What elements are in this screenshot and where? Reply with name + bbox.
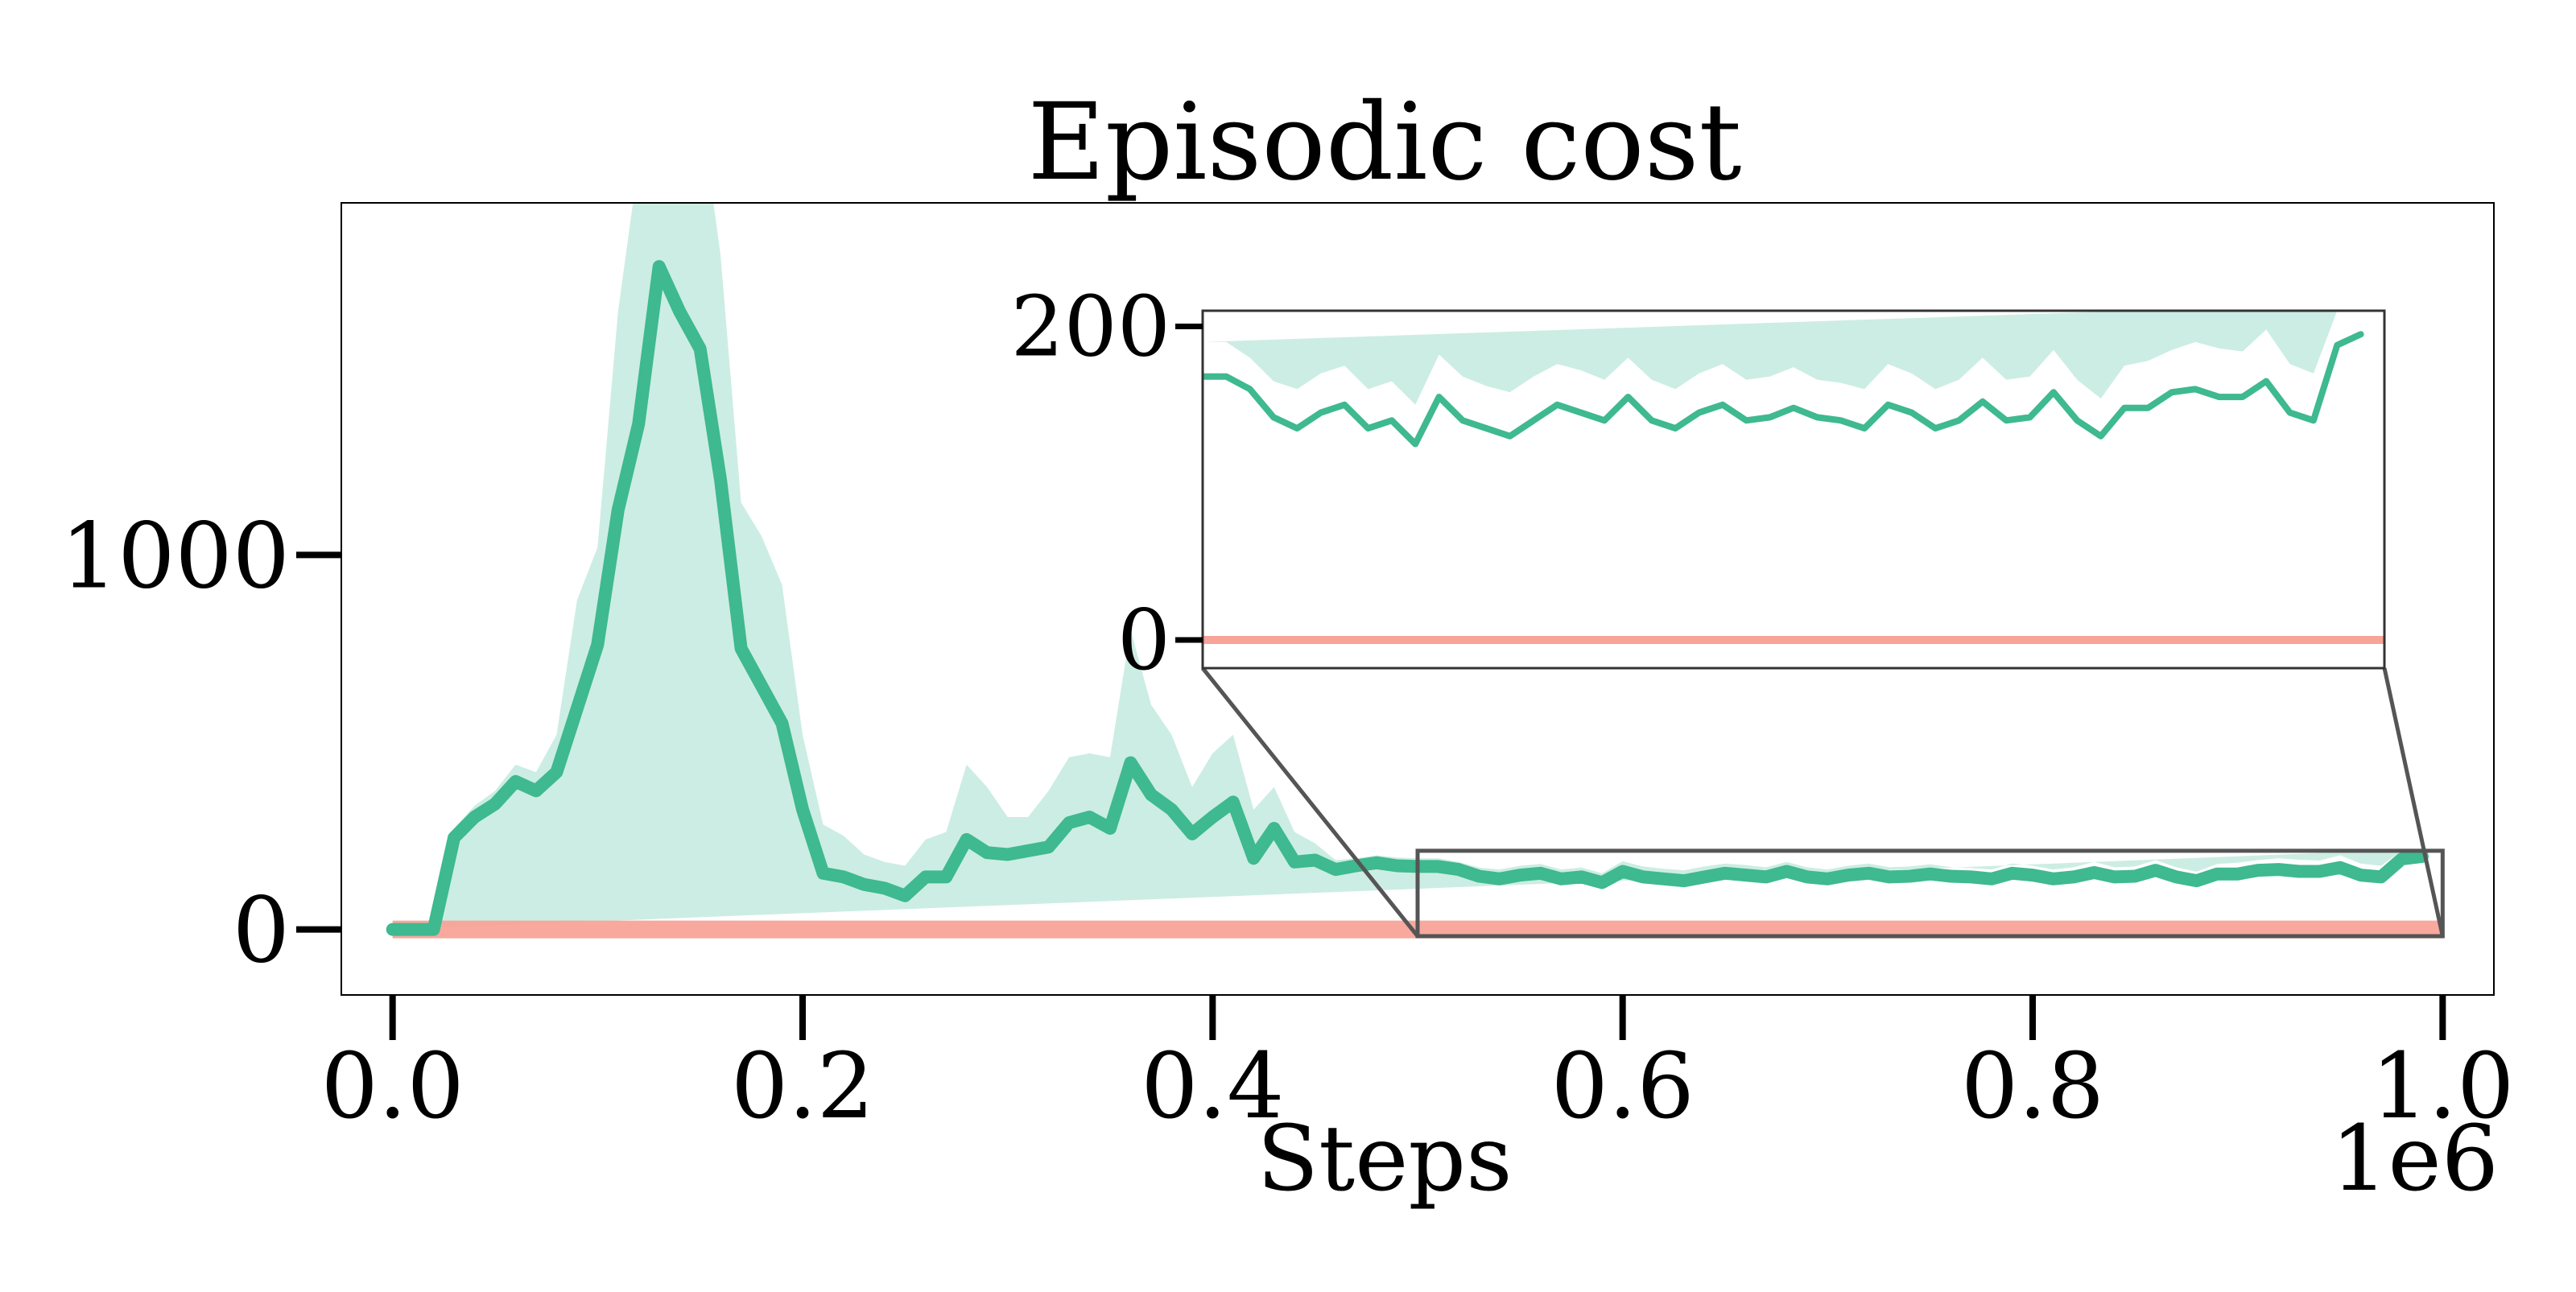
x-tick-label: 1.0 [2371, 1034, 2514, 1139]
chart-title: Episodic cost [1027, 80, 1741, 204]
x-tick-label: 0.8 [1961, 1034, 2104, 1139]
y-tick-label: 0 [233, 879, 290, 984]
inset-mean-line [1203, 331, 2364, 448]
inset-plot-area [1201, 309, 2386, 670]
x-tick-label: 0.0 [321, 1034, 464, 1139]
inset-plot-content [1203, 311, 2384, 644]
inset-y-axis-ticks: 0 200 [1010, 277, 1203, 689]
y-axis-ticks: 0 1000 [60, 504, 341, 984]
x-axis-offset-label: 1e6 [2330, 1107, 2499, 1212]
zoom-connector-right [2382, 667, 2445, 937]
inset-confidence-band [1203, 311, 2338, 405]
zoom-region-rect [1415, 848, 2445, 939]
x-axis-ticks: 0.0 0.2 0.4 0.6 0.8 1.0 [321, 995, 2514, 1139]
x-axis-label: Steps [1257, 1107, 1512, 1212]
x-tick-label: 0.2 [731, 1034, 874, 1139]
zoom-indicator [1201, 667, 2445, 939]
inset-y-tick-label: 0 [1117, 591, 1170, 689]
x-tick-label: 0.6 [1551, 1034, 1695, 1139]
x-tick-label: 0.4 [1141, 1034, 1284, 1139]
series-mean-line [386, 260, 2429, 936]
zoom-connector-left [1201, 667, 1419, 938]
y-tick-label: 1000 [60, 504, 290, 609]
series-confidence-band [392, 203, 2422, 930]
main-plot-frame [341, 202, 2495, 996]
inset-y-tick-label: 200 [1010, 277, 1170, 375]
inset-frame [1201, 309, 2386, 670]
